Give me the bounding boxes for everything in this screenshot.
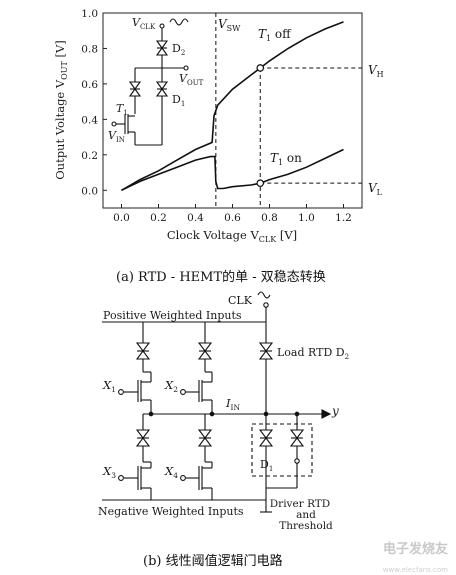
y-tick-label: 0.0	[81, 185, 98, 197]
caption-a: (a) RTD - HEMT的单 - 双稳态转换	[116, 270, 326, 285]
x1-label: X1	[102, 378, 116, 394]
y-tick-label: 0.6	[81, 79, 98, 91]
y-output-label: y	[331, 404, 339, 418]
x-tick-label: 0.4	[187, 212, 204, 224]
iin-label: IIN	[225, 396, 241, 412]
col1-neg-diode-icon	[135, 429, 151, 439]
x-axis-label: Clock Voltage VCLK [V]	[167, 228, 297, 244]
t1-off-label: T1 off	[258, 27, 292, 43]
col2-pos-diode-icon	[197, 342, 213, 352]
d1-label: D1	[172, 93, 185, 108]
inset-labels: VCLK D2 VOUT D1 T1 VIN	[108, 16, 204, 144]
driver-rtd-box	[251, 423, 313, 477]
vclk-label: VCLK	[132, 16, 156, 31]
threshold-label: Threshold	[279, 520, 333, 532]
left-diode-icon	[128, 81, 142, 90]
positive-inputs-label: Positive Weighted Inputs	[103, 309, 242, 322]
x-tick-label: 0.6	[224, 212, 241, 224]
y-tick-label: 0.8	[81, 43, 98, 55]
clock-wave-icon	[169, 18, 189, 26]
vl-marker-point	[256, 179, 265, 187]
load-rtd-label: Load RTD D2	[277, 346, 349, 361]
vh-label: VH	[368, 63, 384, 79]
load-rtd-d2-icon	[258, 342, 274, 352]
x-tick-label: 0.8	[261, 212, 278, 224]
series-line-t1-on	[121, 148, 344, 192]
threshold-diode-icon	[289, 429, 305, 439]
y-axis-ticks: 0.0 0.2 0.4 0.6 0.8 1.0	[81, 8, 107, 197]
x-tick-label: 1.2	[335, 212, 352, 224]
clk-label: CLK	[228, 294, 253, 307]
y-tick-label: 0.4	[81, 114, 98, 126]
driver-rtd-d1-icon	[258, 429, 274, 439]
x3-label: X3	[102, 464, 116, 480]
circuit-b-labels: CLK Positive Weighted Inputs Load RTD D2…	[98, 294, 349, 532]
vin-label: VIN	[108, 129, 125, 144]
col2-neg-diode-icon	[197, 429, 213, 439]
x4-label: X4	[164, 464, 178, 480]
t1-label: T1	[116, 102, 128, 117]
d1-label-b: D1	[260, 458, 273, 473]
vout-label: VOUT	[179, 72, 204, 87]
chart-a: 0.0 0.2 0.4 0.6 0.8 1.0 1.2 0.0 0.2 0.4 0.6 0.8 1.0…	[53, 8, 384, 244]
d1-diode-icon	[155, 81, 169, 90]
y-tick-label: 0.2	[81, 150, 98, 162]
watermark-logo: 电子发烧友	[382, 542, 448, 557]
negative-inputs-label: Negative Weighted Inputs	[98, 505, 244, 518]
x2-label: X2	[164, 378, 178, 394]
clk-wave-icon	[257, 291, 271, 299]
driver-and-label: and	[296, 509, 316, 521]
output-arrow-icon	[321, 409, 332, 419]
vh-marker-point	[256, 64, 265, 72]
x-axis-ticks: 0.0 0.2 0.4 0.6 0.8 1.0 1.2	[113, 204, 352, 224]
inset-circuit	[111, 18, 189, 146]
driver-rtd-label: Driver RTD	[270, 498, 330, 510]
watermark-url: www.elecfans.com	[382, 566, 448, 574]
d2-diode-icon	[155, 40, 169, 49]
col1-pos-diode-icon	[135, 342, 151, 352]
d2-label: D2	[172, 42, 185, 57]
t1-on-label: T1 on	[270, 151, 302, 167]
vl-label: VL	[368, 181, 383, 197]
series-line-t1-off	[121, 21, 344, 191]
caption-b: (b) 线性阈值逻辑门电路	[143, 554, 283, 569]
x-tick-label: 1.0	[298, 212, 315, 224]
circuit-b	[102, 291, 332, 513]
x-tick-label: 0.0	[113, 212, 130, 224]
x-tick-label: 0.2	[150, 212, 167, 224]
y-tick-label: 1.0	[81, 8, 98, 20]
vsw-label: VSW	[218, 17, 241, 33]
y-axis-label: Output Voltage VOUT [V]	[53, 40, 69, 180]
